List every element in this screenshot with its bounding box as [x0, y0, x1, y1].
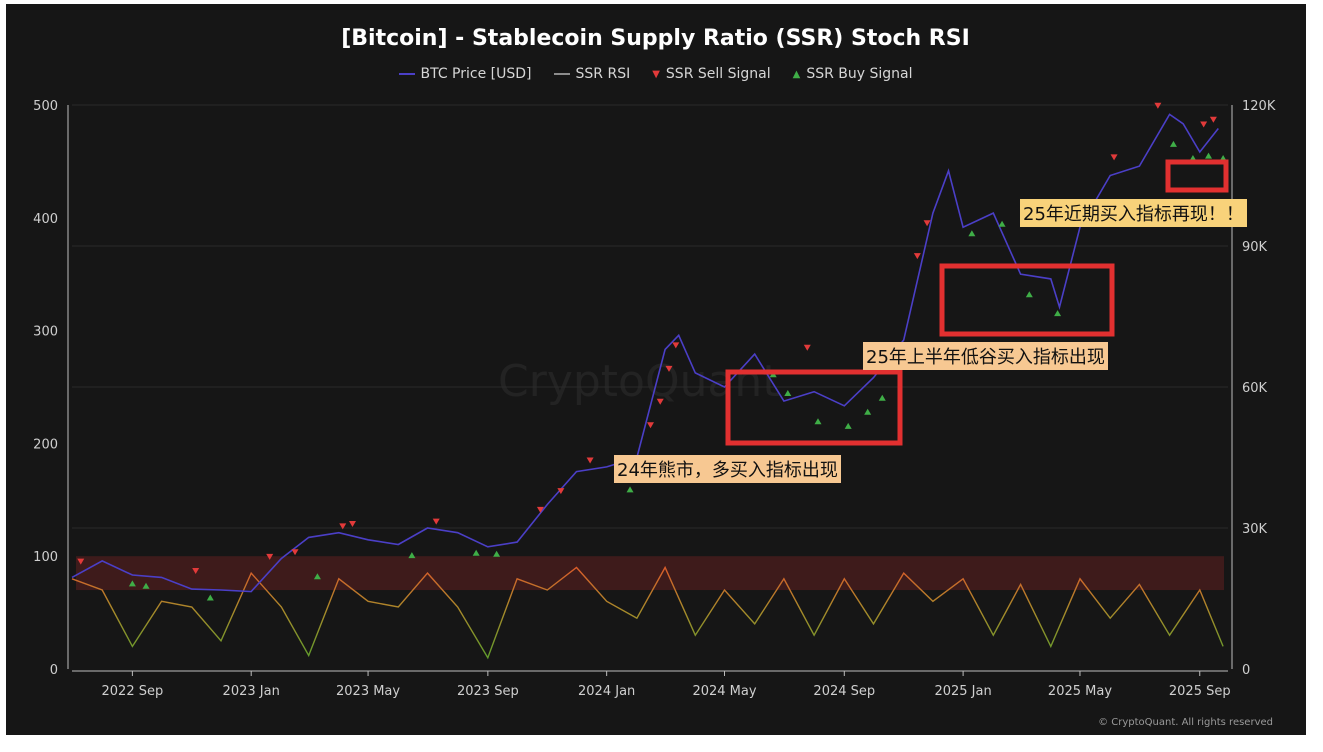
highlight-box-2024 [725, 369, 903, 446]
y-right-tick-label: 90K [1242, 240, 1268, 255]
buy-signal-marker [864, 408, 872, 415]
sell-signal-marker [432, 518, 440, 525]
legend-label-ssr-rsi: SSR RSI [575, 66, 631, 82]
buy-signal-marker [493, 550, 501, 557]
buy-signal-marker [626, 486, 634, 493]
highlight-box-recent-2025 [1165, 159, 1229, 193]
x-tick-label: 2025 May [1048, 684, 1112, 699]
ssr-rsi-line [71, 565, 1224, 660]
chart-legend: BTC Price [USD] SSR RSI ▼ SSR Sell Signa… [0, 66, 1311, 82]
y-right-tick-label: 30K [1242, 522, 1268, 537]
buy-signal-marker [1054, 310, 1062, 317]
annotation-recent-2025: 25年近期买入指标再现！！ [1020, 199, 1247, 227]
legend-item-btc-price[interactable]: BTC Price [USD] [398, 66, 532, 82]
buy-signal-marker [968, 230, 976, 237]
sell-signal-marker [557, 488, 565, 495]
btc-price-line [71, 113, 1219, 593]
y-left-tick-label: 0 [50, 663, 58, 678]
sell-signal-marker [646, 422, 654, 429]
buy-signal-marker [206, 594, 214, 601]
y-right-tick-label: 0 [1242, 663, 1250, 678]
buy-signal-marker [1205, 152, 1213, 159]
buy-signal-marker [998, 220, 1006, 227]
sell-signal-marker [291, 549, 299, 556]
legend-item-sell-signal[interactable]: ▼ SSR Sell Signal [652, 66, 770, 82]
sell-signal-marker [665, 365, 673, 372]
legend-swatch-btc-price [398, 73, 415, 75]
sell-signal-marker [266, 553, 274, 560]
x-tick-label: 2024 Sep [813, 684, 875, 699]
triangle-down-icon: ▼ [652, 68, 660, 80]
x-tick-label: 2025 Sep [1169, 684, 1231, 699]
buy-signal-marker [142, 582, 150, 589]
y-right-tick-label: 60K [1242, 381, 1268, 396]
sell-signal-marker [923, 220, 931, 227]
sell-signal-marker [672, 342, 680, 349]
sell-signal-marker [803, 344, 811, 351]
y-left-tick-label: 300 [33, 325, 58, 340]
triangle-up-icon: ▲ [792, 68, 801, 80]
sell-signal-marker [192, 568, 200, 574]
legend-item-ssr-rsi[interactable]: SSR RSI [553, 66, 631, 82]
y-right-tick-label: 120K [1242, 99, 1276, 114]
sell-signal-marker [1154, 102, 1162, 109]
sell-signal-marker [1200, 121, 1208, 128]
x-tick-label: 2023 May [336, 684, 400, 699]
x-tick-label: 2023 Jan [223, 684, 280, 699]
x-tick-label: 2024 Jan [578, 684, 635, 699]
sell-signal-marker [586, 457, 594, 464]
x-tick-label: 2022 Sep [102, 684, 164, 699]
legend-label-sell-signal: SSR Sell Signal [665, 66, 771, 82]
buy-signal-marker [878, 394, 886, 401]
y-left-tick-label: 200 [33, 437, 58, 452]
annotation-bear-2024: 24年熊市，多买入指标出现 [614, 455, 841, 483]
buy-signal-marker [784, 390, 792, 396]
sell-signal-marker [348, 521, 356, 527]
y-left-tick-label: 400 [33, 212, 58, 227]
buy-signal-marker [1025, 291, 1033, 298]
y-left-tick-label: 500 [33, 99, 58, 114]
legend-label-buy-signal: SSR Buy Signal [806, 66, 913, 82]
buy-signal-marker [313, 573, 321, 580]
sell-signal-marker [77, 558, 85, 565]
overbought-band [76, 556, 1224, 591]
legend-item-buy-signal[interactable]: ▲ SSR Buy Signal [793, 66, 913, 82]
buy-signal-marker [1169, 140, 1177, 147]
legend-label-btc-price: BTC Price [USD] [420, 66, 532, 82]
legend-swatch-ssr-rsi [553, 73, 570, 75]
sell-signal-marker [1110, 154, 1118, 161]
watermark-logo: CryptoQuant [498, 356, 780, 407]
x-tick-label: 2023 Sep [457, 684, 519, 699]
y-left-tick-label: 100 [33, 550, 58, 565]
sell-signal-marker [339, 523, 347, 530]
buy-signal-marker [814, 418, 822, 425]
x-tick-label: 2024 May [692, 684, 756, 699]
buy-signal-marker [844, 422, 852, 429]
annotation-h1-2025: 25年上半年低谷买入指标出现 [863, 342, 1108, 370]
x-tick-label: 2025 Jan [934, 684, 991, 699]
sell-signal-marker [536, 506, 544, 513]
buy-signal-marker [408, 552, 416, 559]
sell-signal-marker [1209, 116, 1217, 123]
highlight-box-h1-2025 [939, 263, 1115, 337]
sell-signal-marker [913, 253, 921, 260]
chart-title: [Bitcoin] - Stablecoin Supply Ratio (SSR… [341, 26, 970, 51]
buy-signal-marker [472, 549, 480, 556]
buy-signal-marker [128, 580, 136, 587]
sell-signal-marker [656, 398, 664, 405]
copyright-credit: © CryptoQuant. All rights reserved [1098, 717, 1273, 728]
